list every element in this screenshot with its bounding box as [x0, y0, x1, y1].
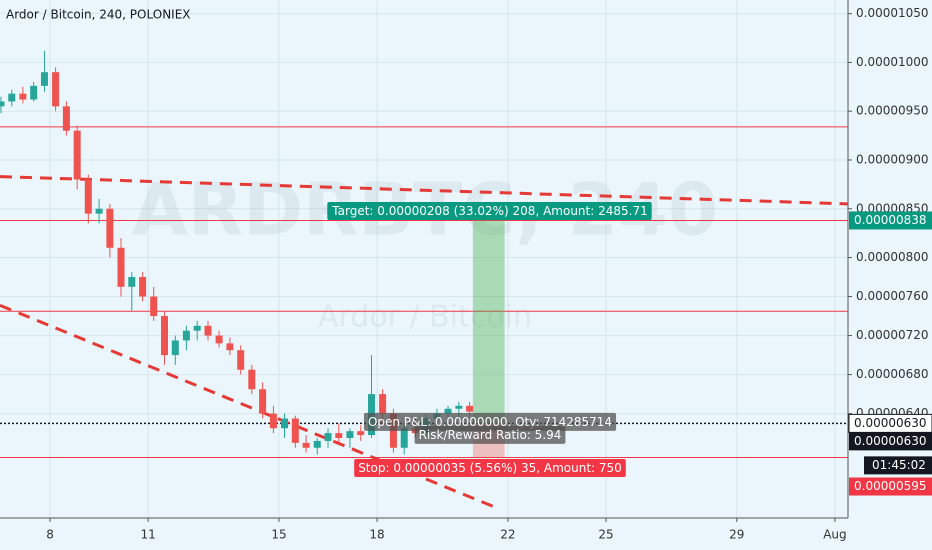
candle-body	[379, 394, 387, 414]
price-badge-label: 0.00000630	[854, 416, 927, 430]
watermark-subtitle: Ardor / Bitcoin	[318, 300, 532, 335]
price-badge-label: 0.00000595	[854, 479, 927, 493]
countdown: 01:45:02	[872, 458, 926, 472]
y-tick-label: 0.00000680	[856, 367, 929, 381]
candle-body	[117, 247, 125, 287]
candle-body	[95, 208, 103, 214]
target-label: Target: 0.00000208 (33.02%) 208, Amount:…	[327, 201, 652, 220]
candle-body	[215, 335, 223, 344]
candle-body	[281, 418, 289, 429]
candle-body	[40, 72, 48, 86]
stop-label-box	[354, 459, 626, 478]
candle-body	[302, 442, 310, 448]
candle-body	[269, 413, 277, 429]
price-badge	[849, 477, 932, 496]
candle-body	[400, 428, 408, 448]
candle-body	[444, 408, 452, 414]
target-label-box	[327, 201, 652, 220]
x-tick-label: 29	[729, 528, 744, 542]
stop-label-text: Stop: 0.00000035 (5.56%) 35, Amount: 750	[358, 461, 622, 475]
y-tick-label: 0.00001050	[856, 6, 929, 20]
candle-body	[139, 277, 147, 297]
candle-body	[466, 405, 474, 412]
ratio-label: Risk/Reward Ratio: 5.94	[414, 425, 566, 444]
candle-body	[313, 440, 321, 448]
y-tick-label: 0.00000800	[856, 250, 929, 264]
price-badge	[849, 432, 932, 451]
y-tick-label: 0.00000900	[856, 152, 929, 166]
candle-body	[204, 325, 212, 336]
candle-body	[160, 316, 168, 356]
candle-body	[291, 418, 299, 443]
candle-body	[259, 389, 267, 414]
candle-body	[150, 296, 158, 317]
x-tick-label: 11	[141, 528, 156, 542]
x-tick-label: 15	[271, 528, 286, 542]
chart-title: Ardor / Bitcoin, 240, POLONIEX	[6, 8, 191, 22]
y-tick-label: 0.00000760	[856, 289, 929, 303]
trend-line	[0, 175, 849, 206]
candle-body	[346, 431, 354, 439]
candle-body	[106, 208, 114, 248]
candle-body	[357, 431, 365, 436]
price-badge	[849, 211, 932, 230]
candle-body	[226, 343, 234, 351]
candle-body	[30, 85, 38, 100]
candle-body	[62, 106, 70, 131]
candle-body	[128, 277, 136, 287]
candle-body	[455, 405, 463, 409]
candle-body	[335, 433, 343, 439]
candle-body	[237, 350, 245, 370]
candle-body	[52, 72, 60, 107]
x-tick-label: 22	[500, 528, 515, 542]
target-label-text: Target: 0.00000208 (33.02%) 208, Amount:…	[331, 204, 647, 218]
candle-body	[248, 369, 256, 390]
countdown-box	[864, 456, 932, 475]
candle-body	[193, 325, 201, 331]
y-tick-label: 0.00001000	[856, 55, 929, 69]
y-tick-label: 0.00000720	[856, 328, 929, 342]
candle-body	[0, 101, 5, 107]
price-badge-label: 0.00000838	[854, 213, 927, 227]
x-tick-label: 8	[46, 528, 54, 542]
candle-body	[171, 340, 179, 356]
x-tick-label: 18	[369, 528, 384, 542]
ratio-label-text: Risk/Reward Ratio: 5.94	[419, 428, 562, 442]
stop-label: Stop: 0.00000035 (5.56%) 35, Amount: 750	[354, 459, 626, 478]
price-badge-label: 0.00000630	[854, 434, 927, 448]
target-zone	[472, 220, 505, 424]
x-tick-label: Aug	[823, 528, 846, 542]
y-tick-label: 0.00000950	[856, 104, 929, 118]
candle-body	[84, 179, 92, 214]
pnl-label-text: Open P&L: 0.00000000, Qty: 714285714	[368, 415, 612, 429]
candle-body	[182, 330, 190, 341]
candle-body	[19, 93, 27, 100]
candle-body	[324, 433, 332, 441]
candle-body	[73, 130, 81, 180]
ratio-label-box	[414, 425, 566, 444]
candle-body	[8, 93, 16, 102]
x-tick-label: 25	[598, 528, 613, 542]
